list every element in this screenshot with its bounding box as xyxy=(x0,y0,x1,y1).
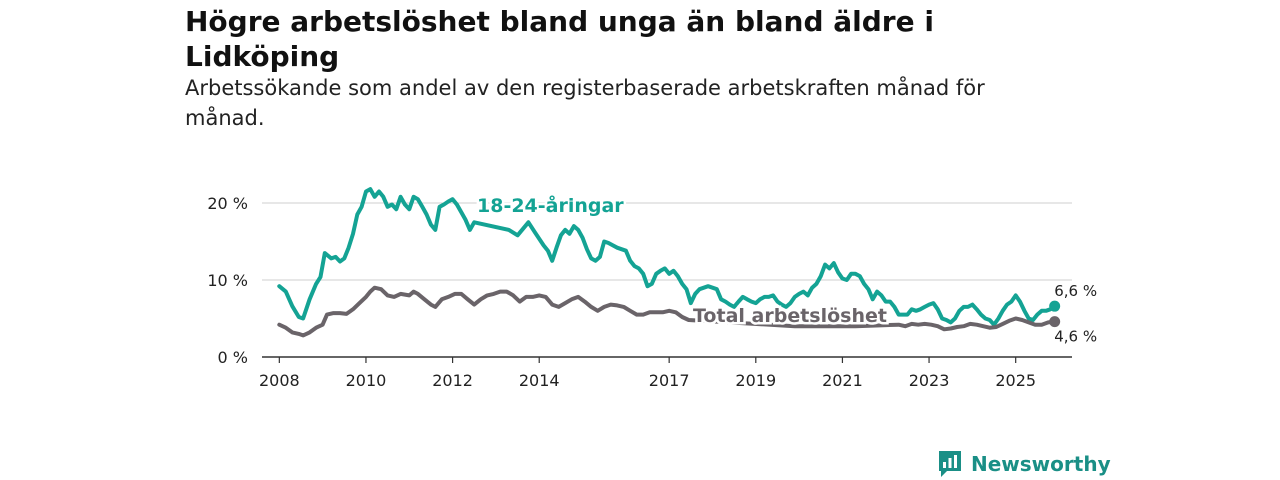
x-tick-label: 2021 xyxy=(822,371,863,390)
x-tick-label: 2012 xyxy=(432,371,473,390)
line-chart: 0 % 10 % 20 % 2008 2010 2012 2014 2017 2019 2021… xyxy=(207,187,1098,390)
x-tick-label: 2008 xyxy=(259,371,300,390)
brand-name: Newsworthy xyxy=(971,452,1111,476)
end-value-young: 6,6 % xyxy=(1054,282,1097,300)
series-line-1 xyxy=(277,285,1057,338)
series-label-total: Total arbetslöshet xyxy=(693,305,887,327)
x-axis-ticks: 2008 2010 2012 2014 2017 2019 2021 2023 2025 xyxy=(259,357,1036,390)
series-line-0 xyxy=(277,187,1057,327)
series-end-marker-1 xyxy=(1049,316,1061,328)
x-tick-label: 2014 xyxy=(519,371,560,390)
y-tick-label: 0 % xyxy=(218,348,248,367)
chart-title: Högre arbetslöshet bland unga än bland ä… xyxy=(185,5,934,73)
series-labels: 18-24-åringar Total arbetslöshet 6,6 % 4,6 … xyxy=(475,191,1098,346)
series-end-marker-0 xyxy=(1049,300,1061,312)
x-tick-label: 2025 xyxy=(995,371,1036,390)
x-tick-label: 2023 xyxy=(909,371,950,390)
y-tick-label: 10 % xyxy=(207,271,248,290)
end-value-total: 4,6 % xyxy=(1054,328,1097,346)
newsworthy-logo[interactable]: Newsworthy xyxy=(937,449,1111,479)
x-tick-label: 2010 xyxy=(346,371,387,390)
y-tick-label: 20 % xyxy=(207,194,248,213)
chart-subtitle: Arbetssökande som andel av den registerb… xyxy=(185,76,985,130)
newsworthy-logo-icon xyxy=(939,451,961,477)
series-lines xyxy=(277,187,1061,338)
x-tick-label: 2019 xyxy=(735,371,776,390)
series-label-young: 18-24-åringar xyxy=(477,193,624,217)
y-axis-ticks: 0 % 10 % 20 % xyxy=(207,194,248,367)
x-tick-label: 2017 xyxy=(649,371,690,390)
